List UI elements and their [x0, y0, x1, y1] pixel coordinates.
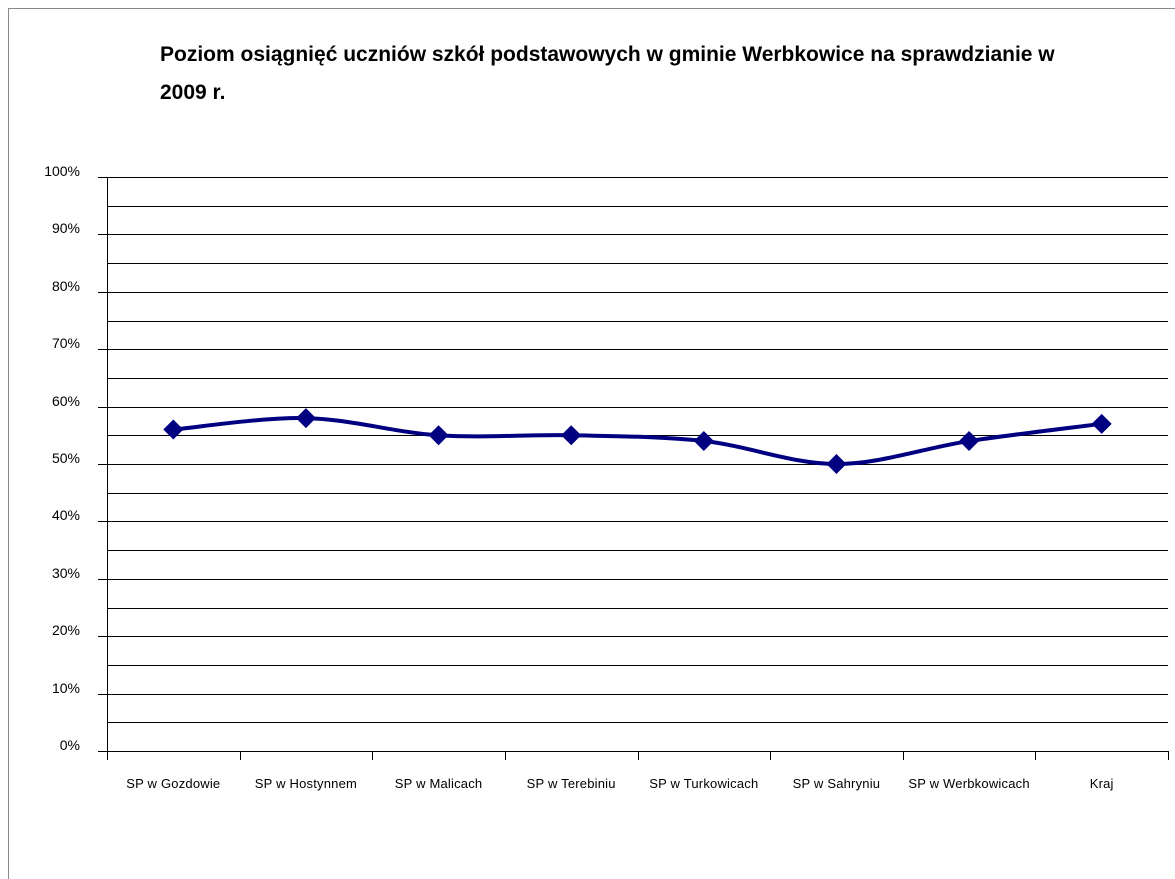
y-tick-label: 0% — [60, 737, 80, 753]
y-tick-label: 100% — [44, 163, 80, 179]
x-tick-label: SP w Hostynnem — [254, 776, 358, 791]
x-tick-label: SP w Werbkowicach — [908, 776, 1030, 791]
y-tick-label: 80% — [52, 278, 80, 294]
y-tick-label: 20% — [52, 622, 80, 638]
y-tick-label: 60% — [52, 393, 80, 409]
x-tick-label: Kraj — [1089, 776, 1114, 791]
y-tick-label: 90% — [52, 220, 80, 236]
x-tick-label: SP w Malicach — [394, 776, 483, 791]
y-tick-label: 70% — [52, 335, 80, 351]
x-tick-label: SP w Sahryniu — [792, 776, 881, 791]
marker — [826, 454, 847, 474]
marker — [1091, 413, 1112, 434]
x-tick-label: SP w Terebiniu — [526, 776, 616, 791]
y-tick-label: 10% — [52, 680, 80, 696]
x-tick-label: SP w Turkowicach — [649, 776, 759, 791]
marker — [693, 431, 714, 452]
chart-title: Poziom osiągnięć uczniów szkół podstawow… — [160, 43, 1055, 104]
y-tick-label: 50% — [52, 450, 80, 466]
marker — [428, 425, 449, 446]
y-tick-label: 30% — [52, 565, 80, 581]
x-tick-label: SP w Gozdowie — [126, 776, 221, 791]
marker — [959, 431, 980, 452]
marker — [295, 408, 316, 429]
y-tick-label: 40% — [52, 507, 80, 523]
series-line — [173, 416, 1102, 466]
chart-border — [8, 8, 1175, 879]
marker — [163, 419, 184, 440]
marker — [561, 425, 582, 446]
